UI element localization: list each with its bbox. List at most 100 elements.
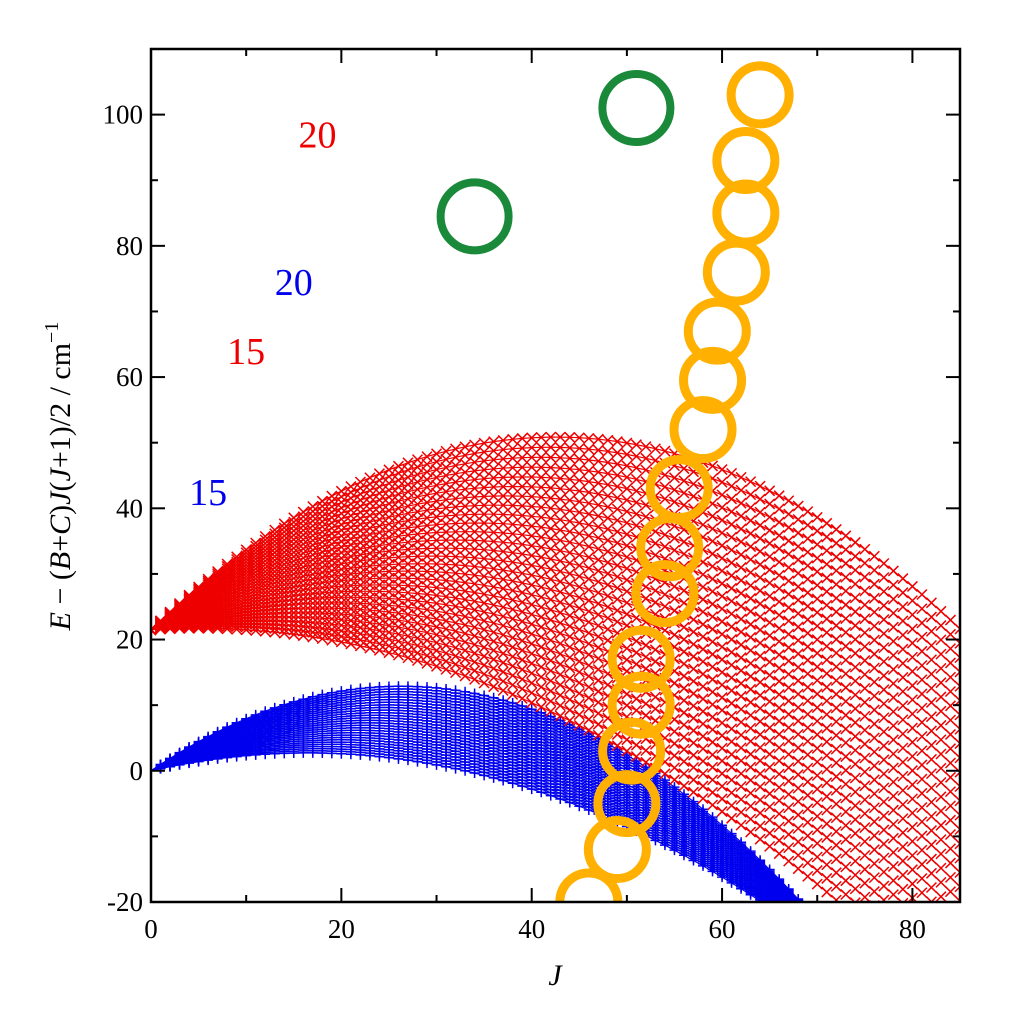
red-data-point — [879, 909, 889, 919]
red-data-point — [554, 576, 566, 588]
red-data-point — [602, 579, 614, 591]
red-data-point — [564, 505, 576, 517]
blue-data-point — [803, 908, 813, 918]
red-data-point — [583, 659, 595, 671]
red-data-point — [840, 599, 852, 611]
red-data-point — [507, 603, 519, 615]
red-data-point — [516, 587, 528, 599]
red-data-point — [554, 545, 566, 557]
red-data-point — [792, 769, 804, 781]
red-data-point — [735, 626, 747, 638]
red-data-point — [488, 463, 500, 475]
red-data-point — [297, 630, 309, 642]
red-data-point — [935, 876, 947, 888]
red-data-point — [716, 679, 728, 691]
red-data-point — [478, 526, 490, 538]
red-data-point — [440, 542, 452, 554]
red-data-point — [326, 565, 338, 577]
highlight-circles-group — [436, 61, 794, 902]
red-data-point — [288, 598, 300, 610]
red-data-point — [811, 606, 823, 618]
red-data-point — [535, 591, 547, 603]
red-data-point — [297, 511, 309, 523]
red-data-point — [783, 668, 795, 680]
red-data-point — [783, 508, 795, 520]
red-data-point — [450, 526, 462, 538]
red-data-point — [621, 562, 633, 575]
red-data-point — [792, 581, 804, 593]
x-tick-label: 20 — [328, 914, 355, 944]
red-data-point — [326, 618, 338, 630]
red-data-point — [640, 452, 652, 464]
red-data-point — [868, 550, 880, 562]
red-data-point — [450, 476, 462, 488]
red-data-point — [687, 761, 700, 774]
red-data-point — [878, 880, 890, 892]
red-data-point — [649, 644, 661, 656]
red-data-point — [478, 561, 490, 574]
red-data-point — [583, 530, 595, 542]
red-data-point — [754, 715, 766, 728]
red-data-point — [640, 593, 652, 605]
orange-highlight-circle — [712, 127, 780, 195]
red-data-point — [859, 557, 871, 569]
blue-data-point — [783, 883, 794, 894]
red-data-point — [716, 704, 728, 716]
red-data-point — [965, 820, 975, 830]
red-data-point — [497, 555, 509, 567]
red-data-point — [592, 718, 604, 730]
red-data-point — [573, 506, 585, 518]
red-data-point — [478, 579, 490, 591]
red-data-point — [430, 526, 443, 539]
red-data-point — [564, 683, 576, 695]
red-data-point — [450, 617, 462, 629]
blue-data-point — [688, 796, 699, 807]
red-data-point — [507, 433, 519, 445]
series-number-label: 15 — [227, 331, 265, 373]
red-data-point — [573, 538, 585, 550]
red-data-point — [497, 453, 509, 465]
red-data-point — [516, 654, 528, 666]
red-data-point — [507, 613, 519, 625]
red-data-point — [307, 597, 319, 609]
red-data-point — [430, 645, 443, 657]
blue-data-point — [774, 907, 784, 917]
red-data-point — [811, 566, 823, 578]
red-data-point — [554, 638, 566, 650]
red-data-point — [792, 567, 804, 579]
red-data-point — [488, 662, 500, 675]
red-data-point — [811, 702, 823, 714]
red-data-point — [764, 616, 776, 629]
red-data-point — [965, 719, 975, 729]
red-data-point — [345, 632, 357, 644]
blue-data-point — [793, 916, 803, 926]
red-data-point — [821, 572, 833, 584]
red-data-point — [935, 605, 947, 617]
red-data-point — [916, 830, 928, 842]
red-data-point — [878, 614, 890, 626]
red-data-point — [764, 590, 776, 602]
red-data-point — [630, 450, 642, 462]
red-data-point — [868, 676, 880, 688]
red-data-point — [830, 551, 842, 563]
red-data-point — [488, 472, 500, 484]
red-data-point — [430, 534, 443, 546]
red-data-point — [687, 638, 700, 650]
red-data-point — [859, 696, 871, 708]
red-data-point — [630, 473, 642, 485]
red-data-point — [630, 462, 642, 474]
red-data-point — [916, 659, 928, 672]
red-data-point — [754, 545, 766, 558]
red-data-point — [868, 634, 880, 646]
red-data-point — [878, 754, 890, 766]
red-data-point — [821, 818, 833, 830]
blue-data-point — [803, 906, 813, 916]
blue-data-point — [726, 828, 737, 839]
red-data-point — [764, 801, 776, 813]
red-data-point — [830, 647, 842, 659]
red-data-point — [288, 602, 300, 615]
red-data-point — [640, 756, 652, 768]
red-data-point — [583, 573, 595, 585]
red-data-point — [335, 636, 347, 648]
red-data-point — [545, 655, 557, 667]
